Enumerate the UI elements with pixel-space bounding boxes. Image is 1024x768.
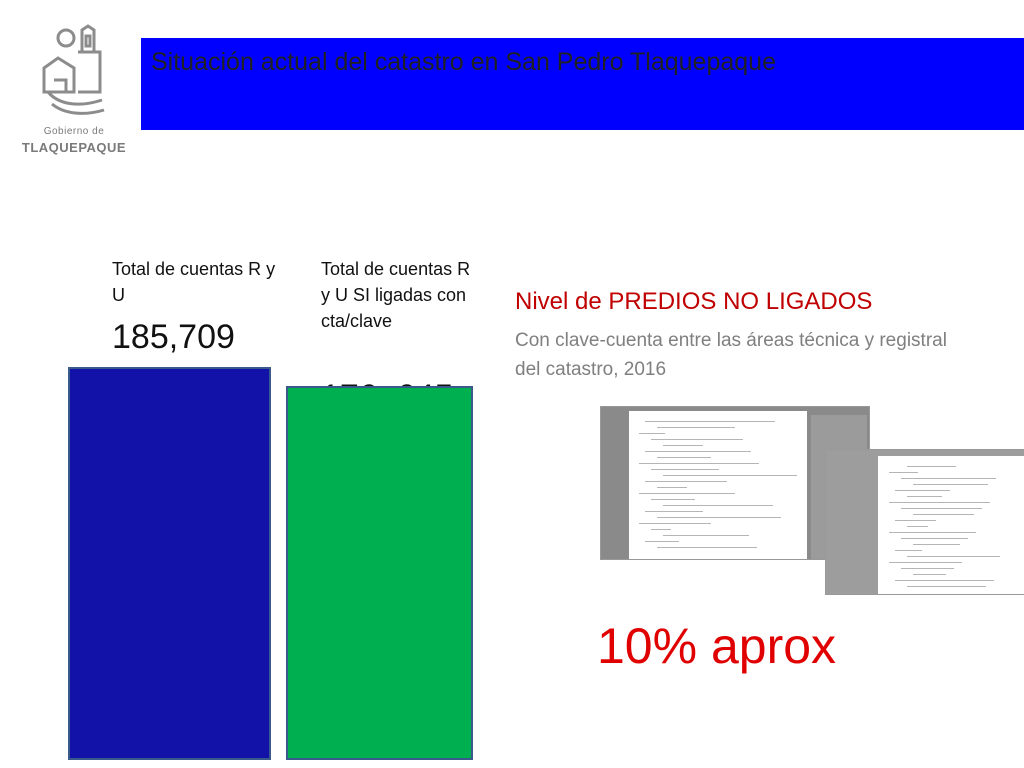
document-text-line <box>663 535 749 536</box>
document-text-line <box>645 451 751 452</box>
document-text-line <box>907 556 1000 557</box>
document-text-line <box>657 487 687 488</box>
metric-label-ligadas: Total de cuentas R y U SI ligadas con ct… <box>321 259 471 331</box>
document-text-line <box>907 526 928 527</box>
logo-text-tlaquepaque: TLAQUEPAQUE <box>21 140 127 155</box>
document-text-line <box>913 544 960 545</box>
document-text-line <box>901 508 982 509</box>
document-text-line <box>889 472 918 473</box>
document-text-line <box>639 463 759 464</box>
document-text-line <box>645 511 703 512</box>
document-text-line <box>639 433 665 434</box>
document-text-line <box>913 514 974 515</box>
document-text-line <box>645 481 727 482</box>
document-text-line <box>645 421 775 422</box>
metric-value-total: 185,709 <box>112 318 235 356</box>
nivel-subtitle: Con clave-cuenta entre las áreas técnica… <box>515 330 947 380</box>
percent-label: 10% aprox <box>597 618 837 674</box>
metric-label-total: Total de cuentas R y U <box>112 259 276 305</box>
tlaquepaque-church-logo-icon <box>42 24 105 115</box>
document-text-line <box>895 490 950 491</box>
document-text-line <box>651 439 743 440</box>
document-text-line <box>639 493 735 494</box>
document-text-line <box>889 502 990 503</box>
bar-total-cuentas <box>68 367 271 760</box>
document-text-line <box>907 496 942 497</box>
title-band: Situación actual del catastro en San Ped… <box>141 38 1024 130</box>
document-screenshot-2 <box>826 450 1024 594</box>
document-text-line <box>913 574 946 575</box>
logo-text-gobierno: Gobierno de <box>43 126 105 137</box>
document-text-line <box>663 475 797 476</box>
document-text-line <box>895 580 994 581</box>
document-screenshot-1 <box>601 407 869 559</box>
document-page <box>878 456 1024 594</box>
document-text-line <box>895 550 922 551</box>
document-text-line <box>901 478 996 479</box>
logo: Gobierno de TLAQUEPAQUE <box>18 22 130 162</box>
document-text-line <box>889 532 976 533</box>
document-text-line <box>657 517 781 518</box>
document-page <box>629 411 807 559</box>
document-text-line <box>901 568 954 569</box>
document-text-line <box>663 505 773 506</box>
nivel-title: Nivel de PREDIOS NO LIGADOS <box>515 288 873 315</box>
document-text-line <box>889 562 962 563</box>
document-text-line <box>913 484 988 485</box>
document-text-line <box>639 523 711 524</box>
document-text-line <box>657 457 711 458</box>
document-text-line <box>907 586 986 587</box>
document-text-line <box>657 547 757 548</box>
document-text-line <box>663 445 703 446</box>
document-text-line <box>657 427 735 428</box>
document-text-line <box>651 469 719 470</box>
document-text-line <box>651 529 671 530</box>
document-text-line <box>901 538 968 539</box>
document-text-line <box>907 466 956 467</box>
document-text-line <box>895 520 936 521</box>
page-title: Situación actual del catastro en San Ped… <box>151 48 776 76</box>
document-text-line <box>645 541 679 542</box>
bar-cuentas-ligadas <box>286 386 473 760</box>
document-text-line <box>651 499 695 500</box>
